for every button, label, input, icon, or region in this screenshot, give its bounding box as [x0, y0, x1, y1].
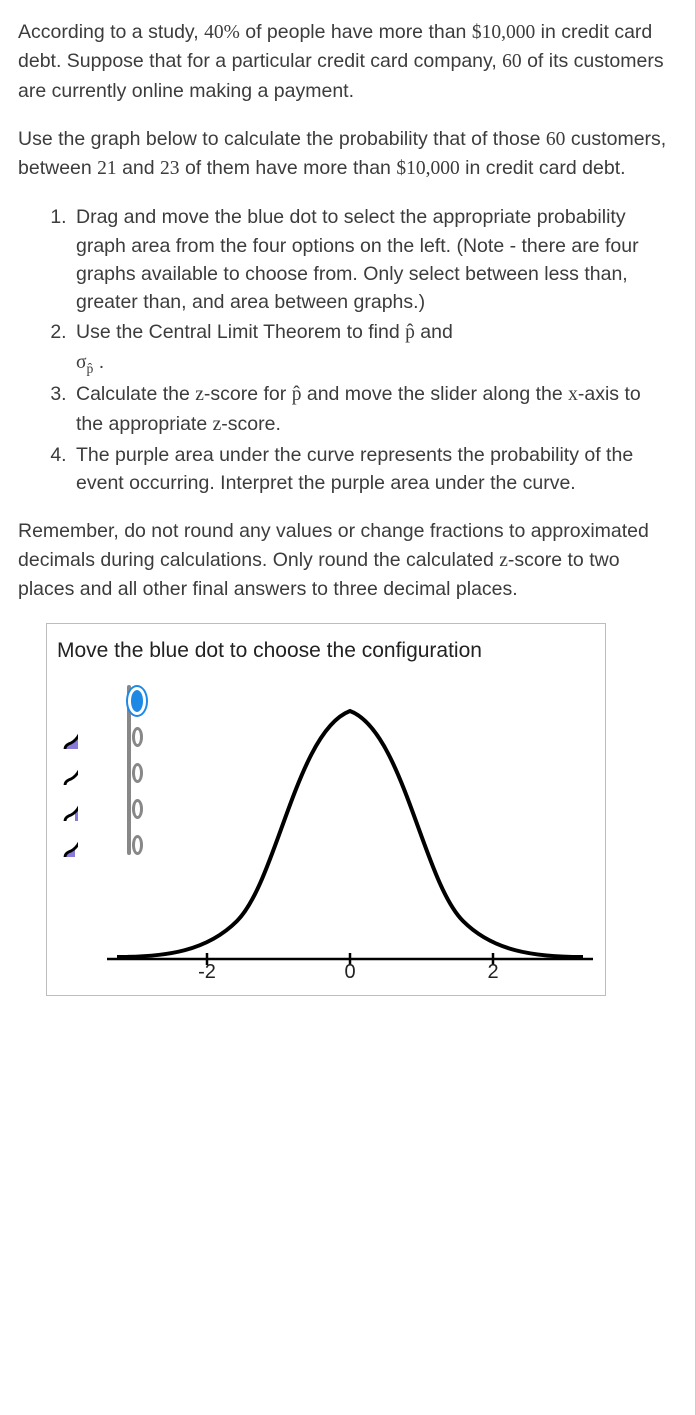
symbol-z: z: [499, 550, 508, 571]
text: Calculate the: [76, 383, 195, 405]
symbol-sigma: σ: [76, 352, 87, 373]
greater-than-icon: [63, 759, 78, 787]
text: According to a study,: [18, 21, 204, 43]
value-low: 21: [97, 158, 117, 179]
graph-area: -2 0 2: [57, 671, 593, 991]
text: -score.: [221, 413, 281, 435]
selector-dot[interactable]: [132, 835, 143, 855]
symbol-phat: p̂: [292, 384, 302, 405]
text: and: [415, 321, 453, 343]
value-debt: $10,000: [396, 158, 459, 179]
text: .: [93, 351, 104, 373]
symbol-x: x: [568, 384, 578, 405]
value-debt: $10,000: [472, 22, 535, 43]
selector-dot[interactable]: [132, 727, 143, 747]
text: Use the graph below to calculate the pro…: [18, 128, 546, 150]
tick-label-0: 0: [344, 958, 355, 987]
text: and move the slider along the: [301, 383, 568, 405]
two-tail-icon: [63, 831, 78, 859]
selector-dot[interactable]: [132, 799, 143, 819]
note-para: Remember, do not round any values or cha…: [18, 517, 671, 603]
question-para-1: According to a study, 40% of people have…: [18, 18, 671, 105]
tick-label-m2: -2: [198, 958, 216, 987]
value-customers: 60: [502, 51, 522, 72]
step-text: The purple area under the curve represen…: [76, 444, 633, 494]
text: of people have more than: [240, 21, 472, 43]
less-than-icon: [63, 723, 78, 751]
value-high: 23: [160, 158, 180, 179]
step-4: The purple area under the curve represen…: [72, 441, 671, 498]
value-customers: 60: [546, 129, 566, 150]
steps-list: Drag and move the blue dot to select the…: [18, 203, 671, 497]
text: of them have more than: [180, 157, 397, 179]
symbol-phat: p̂: [405, 322, 415, 343]
normal-curve[interactable]: [107, 671, 593, 991]
step-text: Drag and move the blue dot to select the…: [76, 206, 639, 313]
selector-dot-active[interactable]: [131, 690, 143, 712]
text: -score for: [204, 383, 292, 405]
between-icon: [63, 795, 78, 823]
text: in credit card debt.: [460, 157, 626, 179]
question-para-2: Use the graph below to calculate the pro…: [18, 125, 671, 184]
step-3: Calculate the z-score for p̂ and move th…: [72, 380, 671, 439]
symbol-z: z: [195, 384, 204, 405]
graph-title: Move the blue dot to choose the configur…: [57, 636, 595, 666]
tick-label-p2: 2: [487, 958, 498, 987]
none-icon: [63, 687, 79, 715]
bell-curve: [117, 711, 583, 957]
text: and: [117, 157, 160, 179]
step-2: Use the Central Limit Theorem to find p̂…: [72, 318, 671, 378]
step-1: Drag and move the blue dot to select the…: [72, 203, 671, 316]
graph-container: Move the blue dot to choose the configur…: [46, 623, 606, 995]
text: Use the Central Limit Theorem to find: [76, 321, 405, 343]
selector-dot[interactable]: [132, 763, 143, 783]
symbol-z: z: [213, 414, 222, 435]
value-percent: 40%: [204, 22, 240, 43]
